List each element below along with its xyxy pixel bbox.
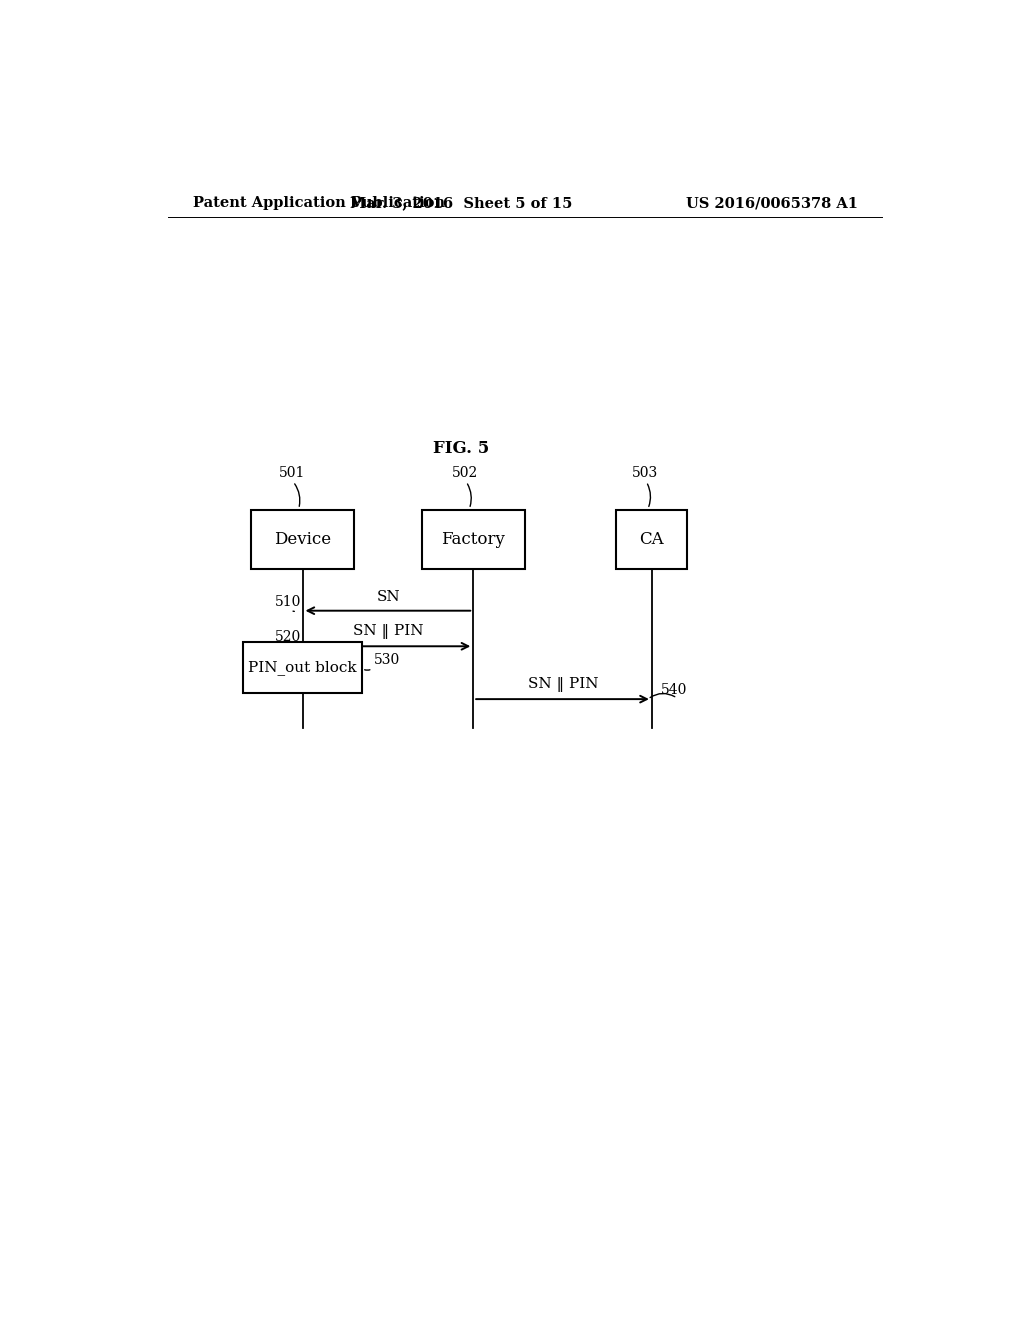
Text: Patent Application Publication: Patent Application Publication [194,197,445,210]
Text: CA: CA [639,531,665,548]
Bar [616,510,687,569]
Text: 501: 501 [279,466,305,479]
Text: 503: 503 [632,466,658,479]
Text: US 2016/0065378 A1: US 2016/0065378 A1 [686,197,858,210]
Text: Factory: Factory [441,531,505,548]
Text: 530: 530 [374,652,400,667]
Text: Mar. 3, 2016  Sheet 5 of 15: Mar. 3, 2016 Sheet 5 of 15 [350,197,572,210]
Text: 502: 502 [452,466,478,479]
Bar [422,510,524,569]
Bar [243,643,362,693]
Text: SN: SN [377,590,400,603]
Text: Device: Device [274,531,331,548]
Text: PIN_out block: PIN_out block [248,660,357,675]
Text: 510: 510 [274,595,301,609]
Text: FIG. 5: FIG. 5 [433,440,489,457]
Bar [251,510,354,569]
Text: SN ‖ PIN: SN ‖ PIN [527,677,598,692]
Text: 540: 540 [662,682,688,697]
Text: SN ‖ PIN: SN ‖ PIN [353,624,424,639]
Text: 520: 520 [274,630,301,644]
